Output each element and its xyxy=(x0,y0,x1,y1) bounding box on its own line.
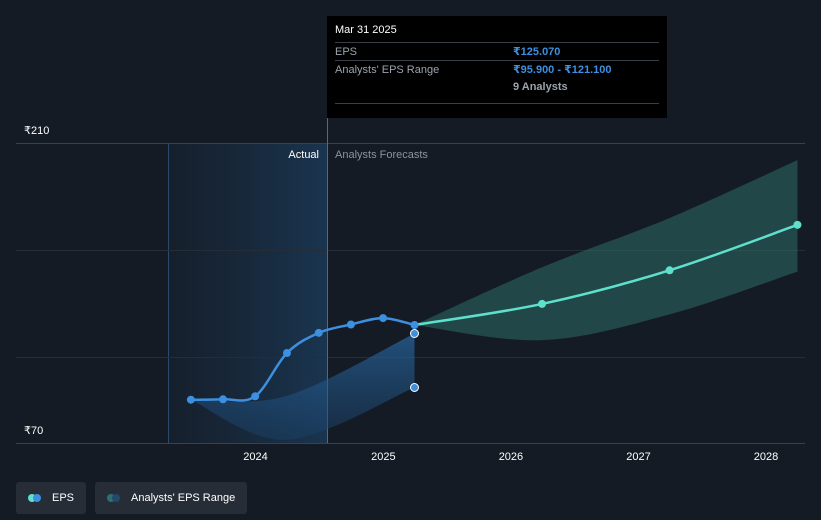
eps-actual-point xyxy=(219,395,228,404)
tooltip-row-range: Analysts' EPS Range ₹95.900 - ₹121.100 xyxy=(335,60,659,78)
eps-forecast-line xyxy=(413,223,799,327)
range-legend-dot-actual xyxy=(112,494,121,502)
eps-range-marker xyxy=(410,329,420,338)
eps-forecast-point xyxy=(538,299,547,308)
y-axis-bottom-label: ₹70 xyxy=(24,425,43,437)
tooltip-eps-label: EPS xyxy=(335,45,358,58)
tooltip-eps-value: ₹125.070 xyxy=(513,46,561,58)
tooltip-date: Mar 31 2025 xyxy=(335,24,397,36)
eps-actual-point xyxy=(282,349,291,357)
x-axis-tick-label: 2026 xyxy=(499,451,523,463)
eps-actual-point xyxy=(410,320,419,329)
legend-item-eps-range[interactable]: Analysts' EPS Range xyxy=(95,482,248,514)
tooltip-analysts-count: 9 Analysts xyxy=(513,80,568,93)
forecast-region-label: Analysts Forecasts xyxy=(335,149,428,161)
eps-forecast-point xyxy=(793,220,802,229)
eps-legend-dot-actual xyxy=(33,494,41,502)
x-axis-tick-label: 2028 xyxy=(754,451,778,463)
tooltip-row-analysts: 9 Analysts xyxy=(335,78,659,95)
tooltip-divider xyxy=(335,103,659,104)
range-legend-dot-forecast xyxy=(107,494,116,502)
x-axis-tick-label: 2027 xyxy=(626,451,650,463)
tooltip-range-value: ₹95.900 - ₹121.100 xyxy=(513,64,612,76)
y-axis-top-label: ₹210 xyxy=(24,125,49,137)
legend-item-eps[interactable]: EPS xyxy=(16,482,87,514)
actual-region-label: Actual xyxy=(288,149,319,161)
eps-actual-point xyxy=(251,392,260,401)
eps-range-marker xyxy=(410,383,420,392)
eps-actual-point xyxy=(346,320,355,329)
x-axis-tick-label: 2025 xyxy=(371,451,395,463)
legend-label-eps-range: Analysts' EPS Range xyxy=(131,492,236,504)
legend-label-eps: EPS xyxy=(52,492,75,504)
x-axis-tick-label: 2024 xyxy=(243,451,267,463)
eps-legend-icon xyxy=(28,494,44,502)
legend: EPS Analysts' EPS Range xyxy=(16,482,248,514)
eps-legend-dot-forecast xyxy=(28,494,36,502)
eps-actual-point xyxy=(379,314,388,323)
eps-actual-point xyxy=(314,328,323,337)
range-legend-icon xyxy=(107,494,123,502)
tooltip: Mar 31 2025 EPS ₹125.070 Analysts' EPS R… xyxy=(327,16,667,118)
tooltip-row-eps: EPS ₹125.070 xyxy=(335,42,659,60)
actual-eps-range-band xyxy=(190,333,415,440)
eps-actual-point xyxy=(186,395,195,404)
tooltip-range-label: Analysts' EPS Range xyxy=(335,63,440,76)
forecast-eps-range-band xyxy=(414,160,798,341)
eps-forecast-point xyxy=(665,266,674,275)
